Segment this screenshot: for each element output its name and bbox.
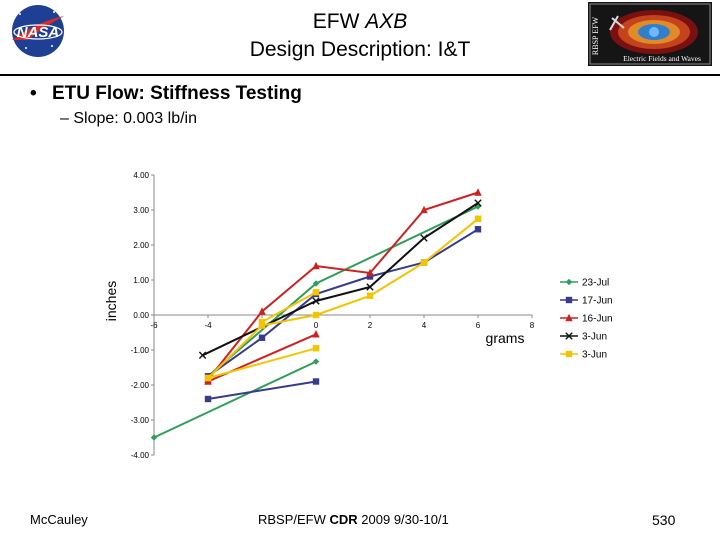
legend-marker	[565, 350, 573, 358]
series-line	[207, 218, 479, 379]
data-point	[312, 311, 320, 319]
chart-svg: 4.00 3.00 2.00 1.00 0.00 -1.00 -2.00 -3.00 -4.00…	[103, 171, 613, 460]
data-point	[198, 351, 207, 359]
data-point	[258, 307, 266, 315]
legend-label: 17-Jun	[582, 296, 613, 307]
bullet-dot-icon: •	[30, 83, 37, 104]
x-tick-label: -6	[150, 321, 158, 330]
y-tick-label: -4.00	[131, 451, 150, 460]
legend-marker	[565, 313, 573, 322]
y-tick-label: 2.00	[133, 241, 149, 250]
nasa-logo-icon: NASA	[6, 2, 70, 60]
y-tick-label: -3.00	[131, 416, 150, 425]
series-line	[207, 205, 479, 378]
x-tick-label: 6	[476, 321, 481, 330]
data-point	[312, 261, 320, 270]
data-point	[258, 334, 266, 341]
header-divider	[0, 74, 720, 76]
bullet-text: ETU Flow: Stiffness Testing	[52, 83, 302, 104]
stiffness-chart: 4.00 3.00 2.00 1.00 0.00 -1.00 -2.00 -3.00 -4.00…	[100, 160, 660, 470]
data-point	[150, 434, 158, 441]
data-point	[366, 273, 374, 280]
footer-event-bold: CDR	[329, 512, 358, 527]
data-point	[420, 234, 428, 242]
footer-event: RBSP/EFW CDR 2009 9/30-10/1	[258, 512, 449, 527]
svg-text:Electric Fields and Waves: Electric Fields and Waves	[623, 54, 701, 63]
slide-title-line2: Design Description: I&T	[249, 38, 471, 61]
y-tick-label: 4.00	[133, 171, 149, 180]
data-point	[204, 395, 212, 403]
page-number: 530	[652, 512, 676, 528]
y-tick-label: 0.00	[133, 311, 149, 320]
data-point	[474, 188, 482, 196]
legend-marker	[565, 278, 573, 286]
legend-label: 16-Jun	[582, 314, 613, 325]
data-point	[474, 226, 482, 233]
data-point	[366, 268, 374, 277]
x-tick-label: 2	[368, 321, 373, 330]
data-point	[312, 378, 320, 385]
data-point	[312, 297, 320, 305]
data-point	[258, 322, 266, 329]
rbsp-efw-logo-icon: Electric Fields and Waves RBSP EFW	[588, 2, 712, 66]
y-tick-label: -1.00	[131, 346, 150, 355]
data-point	[420, 205, 428, 214]
data-point	[312, 358, 320, 365]
series-line	[207, 347, 317, 379]
y-axis-title: inches	[103, 281, 119, 321]
svg-text:RBSP EFW: RBSP EFW	[591, 16, 600, 55]
legend-marker	[565, 332, 573, 340]
data-point	[258, 318, 266, 326]
x-axis-title: grams	[486, 330, 525, 346]
title-emphasis: AXB	[365, 10, 408, 33]
data-point	[474, 215, 482, 222]
legend-label: 3-Jun	[582, 332, 607, 343]
data-point	[420, 259, 428, 266]
data-point	[204, 374, 212, 382]
series-line	[207, 191, 479, 381]
y-tick-label: 3.00	[133, 206, 149, 215]
data-point	[312, 289, 320, 296]
bullet-item: • ETU Flow: Stiffness Testing	[30, 83, 302, 105]
x-tick-label: 8	[530, 321, 535, 330]
legend-label: 3-Jun	[582, 350, 607, 361]
data-point	[366, 283, 374, 291]
series-line	[153, 360, 317, 439]
x-tick-label: 4	[422, 321, 427, 330]
y-tick-label: -2.00	[131, 381, 150, 390]
series-line	[207, 380, 317, 400]
svg-text:NASA: NASA	[17, 24, 60, 41]
data-point	[312, 280, 320, 287]
footer-author: McCauley	[30, 512, 88, 527]
slide-title-line1: EFW AXB	[312, 10, 408, 33]
series-line	[261, 291, 317, 323]
legend-label: 23-Jul	[582, 278, 609, 289]
data-point	[366, 292, 374, 299]
data-point	[474, 199, 482, 207]
legend-marker	[565, 296, 573, 304]
x-tick-label: -4	[204, 321, 212, 330]
x-tick-label: 0	[314, 321, 319, 330]
y-tick-label: 1.00	[133, 276, 149, 285]
data-point	[312, 345, 320, 352]
sub-bullet: – Slope: 0.003 lb/in	[60, 110, 197, 127]
series-line	[207, 228, 479, 378]
data-point	[312, 330, 320, 338]
